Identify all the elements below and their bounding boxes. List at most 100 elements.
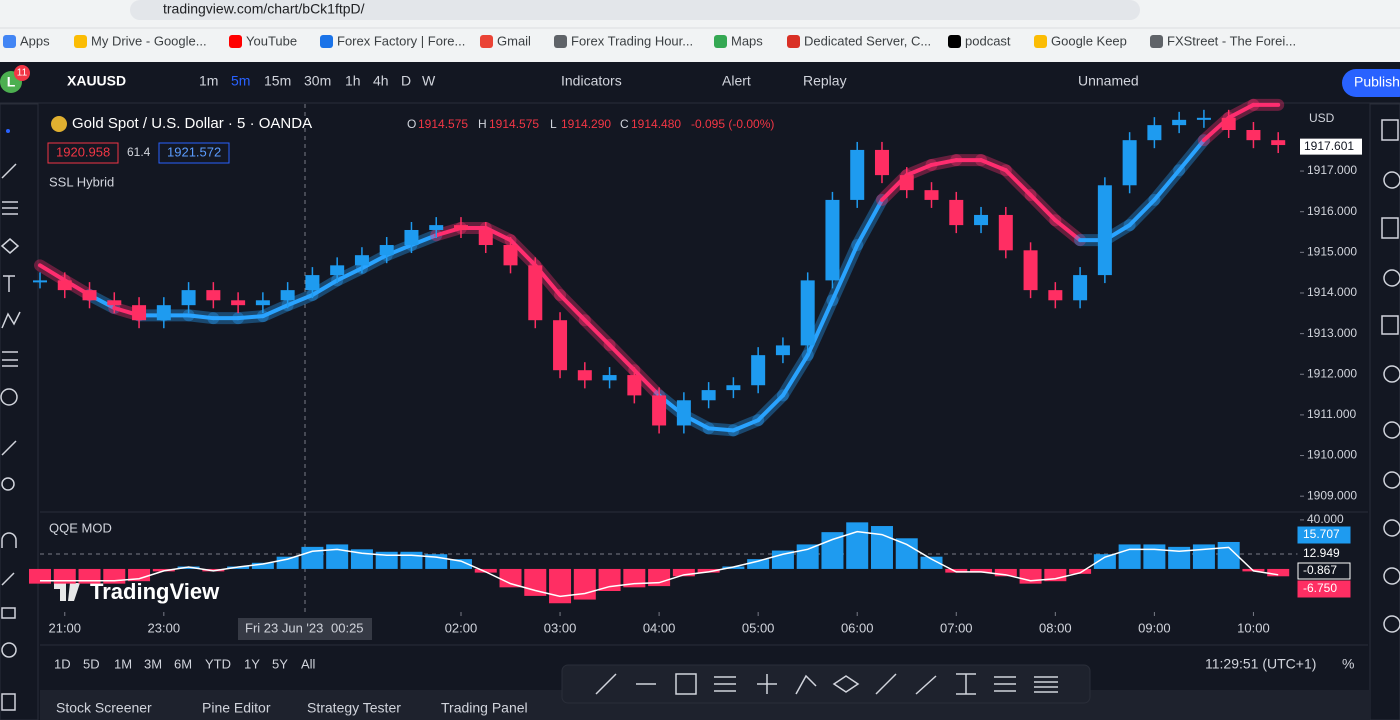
tool[interactable] bbox=[675, 673, 697, 695]
time-tick-label: 04:00 bbox=[643, 620, 676, 635]
time-tick-label: 23:00 bbox=[148, 620, 181, 635]
price-tick-label: 1913.000 bbox=[1307, 326, 1357, 340]
indicators-button[interactable]: Indicators bbox=[561, 73, 622, 89]
candle bbox=[453, 225, 468, 230]
bookmark[interactable]: Maps bbox=[731, 33, 763, 48]
interval[interactable]: 30m bbox=[304, 73, 331, 89]
icon[interactable] bbox=[1383, 365, 1400, 383]
layout-name[interactable]: Unnamed bbox=[1078, 73, 1139, 89]
icon[interactable] bbox=[1, 642, 17, 658]
qqe-tick-label: 40.000 bbox=[1307, 512, 1344, 526]
icon[interactable] bbox=[1381, 315, 1399, 335]
icon[interactable] bbox=[1383, 171, 1400, 189]
bookmark[interactable]: Google Keep bbox=[1051, 33, 1127, 48]
icon[interactable] bbox=[1381, 217, 1399, 239]
bookmark[interactable]: Gmail bbox=[497, 33, 531, 48]
bookmark[interactable]: Dedicated Server, C... bbox=[804, 33, 931, 48]
ssl-baseline bbox=[1177, 138, 1206, 173]
ohlc-value: 1914.575 bbox=[418, 117, 468, 131]
icon[interactable] bbox=[1383, 567, 1400, 585]
icon[interactable] bbox=[1, 311, 21, 329]
icon[interactable] bbox=[1, 572, 15, 586]
address-bar[interactable] bbox=[130, 0, 1140, 20]
bookmark[interactable]: podcast bbox=[965, 33, 1011, 48]
replay-button[interactable]: Replay bbox=[803, 73, 847, 89]
bookmark[interactable]: Forex Factory | Fore... bbox=[337, 33, 465, 48]
panel-tab[interactable]: Pine Editor bbox=[202, 700, 271, 716]
histogram-bar bbox=[1217, 541, 1240, 569]
range-button[interactable]: 1Y bbox=[244, 656, 260, 671]
interval[interactable]: 1m bbox=[199, 73, 218, 89]
symbol[interactable]: XAUUSD bbox=[67, 73, 126, 89]
tool[interactable] bbox=[795, 674, 817, 695]
icon[interactable] bbox=[1, 163, 17, 179]
time-tick-label: 21:00 bbox=[48, 620, 81, 635]
ssl-baseline bbox=[756, 393, 785, 423]
panel-tab[interactable]: Trading Panel bbox=[441, 700, 528, 716]
bookmark[interactable]: FXStreet - The Forei... bbox=[1167, 33, 1296, 48]
price-tick-label: 1910.000 bbox=[1307, 448, 1357, 462]
icon[interactable] bbox=[0, 388, 18, 406]
bookmark[interactable]: Forex Trading Hour... bbox=[571, 33, 693, 48]
icon[interactable] bbox=[1383, 519, 1400, 537]
tool[interactable] bbox=[595, 673, 617, 695]
icon[interactable] bbox=[1, 532, 17, 548]
interval[interactable]: W bbox=[422, 73, 436, 89]
icon[interactable] bbox=[1383, 471, 1400, 489]
bookmark-icon bbox=[948, 35, 961, 48]
range-button[interactable]: YTD bbox=[205, 656, 231, 671]
icon[interactable] bbox=[3, 275, 15, 292]
panel-tab[interactable]: Stock Screener bbox=[56, 700, 152, 716]
icon[interactable] bbox=[1, 477, 15, 491]
panel-tab[interactable]: Strategy Tester bbox=[307, 700, 401, 716]
icon[interactable] bbox=[1, 693, 16, 711]
histogram-bar bbox=[747, 559, 770, 569]
icon[interactable] bbox=[1, 607, 16, 619]
tool[interactable] bbox=[875, 673, 897, 695]
tool[interactable] bbox=[832, 675, 860, 693]
histogram-bar bbox=[895, 538, 918, 569]
candle bbox=[1122, 140, 1137, 186]
interval[interactable]: D bbox=[401, 73, 411, 89]
buy-price[interactable]: 1921.572 bbox=[167, 144, 221, 159]
icon[interactable] bbox=[2, 201, 18, 215]
interval[interactable]: 15m bbox=[264, 73, 291, 89]
tool[interactable] bbox=[994, 676, 1016, 692]
tool[interactable] bbox=[956, 673, 976, 695]
range-button[interactable]: 5Y bbox=[272, 656, 288, 671]
range-button[interactable]: 3M bbox=[144, 656, 162, 671]
interval[interactable]: 5m bbox=[231, 73, 250, 89]
icon[interactable] bbox=[1383, 421, 1400, 439]
publish-button[interactable] bbox=[1342, 69, 1400, 97]
tool[interactable] bbox=[915, 675, 937, 695]
range-button[interactable]: 1M bbox=[114, 656, 132, 671]
alert-button[interactable]: Alert bbox=[722, 73, 751, 89]
icon[interactable] bbox=[2, 351, 18, 367]
range-button[interactable]: 6M bbox=[174, 656, 192, 671]
icon[interactable] bbox=[6, 129, 10, 133]
tool[interactable] bbox=[1034, 676, 1058, 693]
bookmark[interactable]: YouTube bbox=[246, 33, 297, 48]
histogram-bar bbox=[697, 568, 720, 573]
range-button[interactable]: All bbox=[301, 656, 316, 671]
interval[interactable]: 1h bbox=[345, 73, 361, 89]
icon[interactable] bbox=[1381, 119, 1399, 141]
badge bbox=[14, 65, 30, 81]
tool[interactable] bbox=[757, 674, 777, 694]
tool[interactable] bbox=[714, 676, 736, 692]
bookmark[interactable]: My Drive - Google... bbox=[91, 33, 207, 48]
sell-price[interactable]: 1920.958 bbox=[56, 144, 110, 159]
range-button[interactable]: 5D bbox=[83, 656, 100, 671]
icon[interactable] bbox=[0, 238, 20, 254]
interval[interactable]: 4h bbox=[373, 73, 389, 89]
bookmark[interactable]: Apps bbox=[20, 33, 50, 48]
icon[interactable] bbox=[1383, 269, 1400, 287]
time-tick-label: 07:00 bbox=[940, 620, 973, 635]
range-button[interactable]: 1D bbox=[54, 656, 71, 671]
percent-toggle[interactable]: % bbox=[1342, 656, 1354, 672]
icon[interactable] bbox=[1383, 615, 1400, 633]
icon[interactable] bbox=[1, 440, 17, 456]
watermark-logo bbox=[54, 583, 80, 601]
candle bbox=[107, 300, 122, 306]
histogram-bar bbox=[920, 556, 943, 569]
